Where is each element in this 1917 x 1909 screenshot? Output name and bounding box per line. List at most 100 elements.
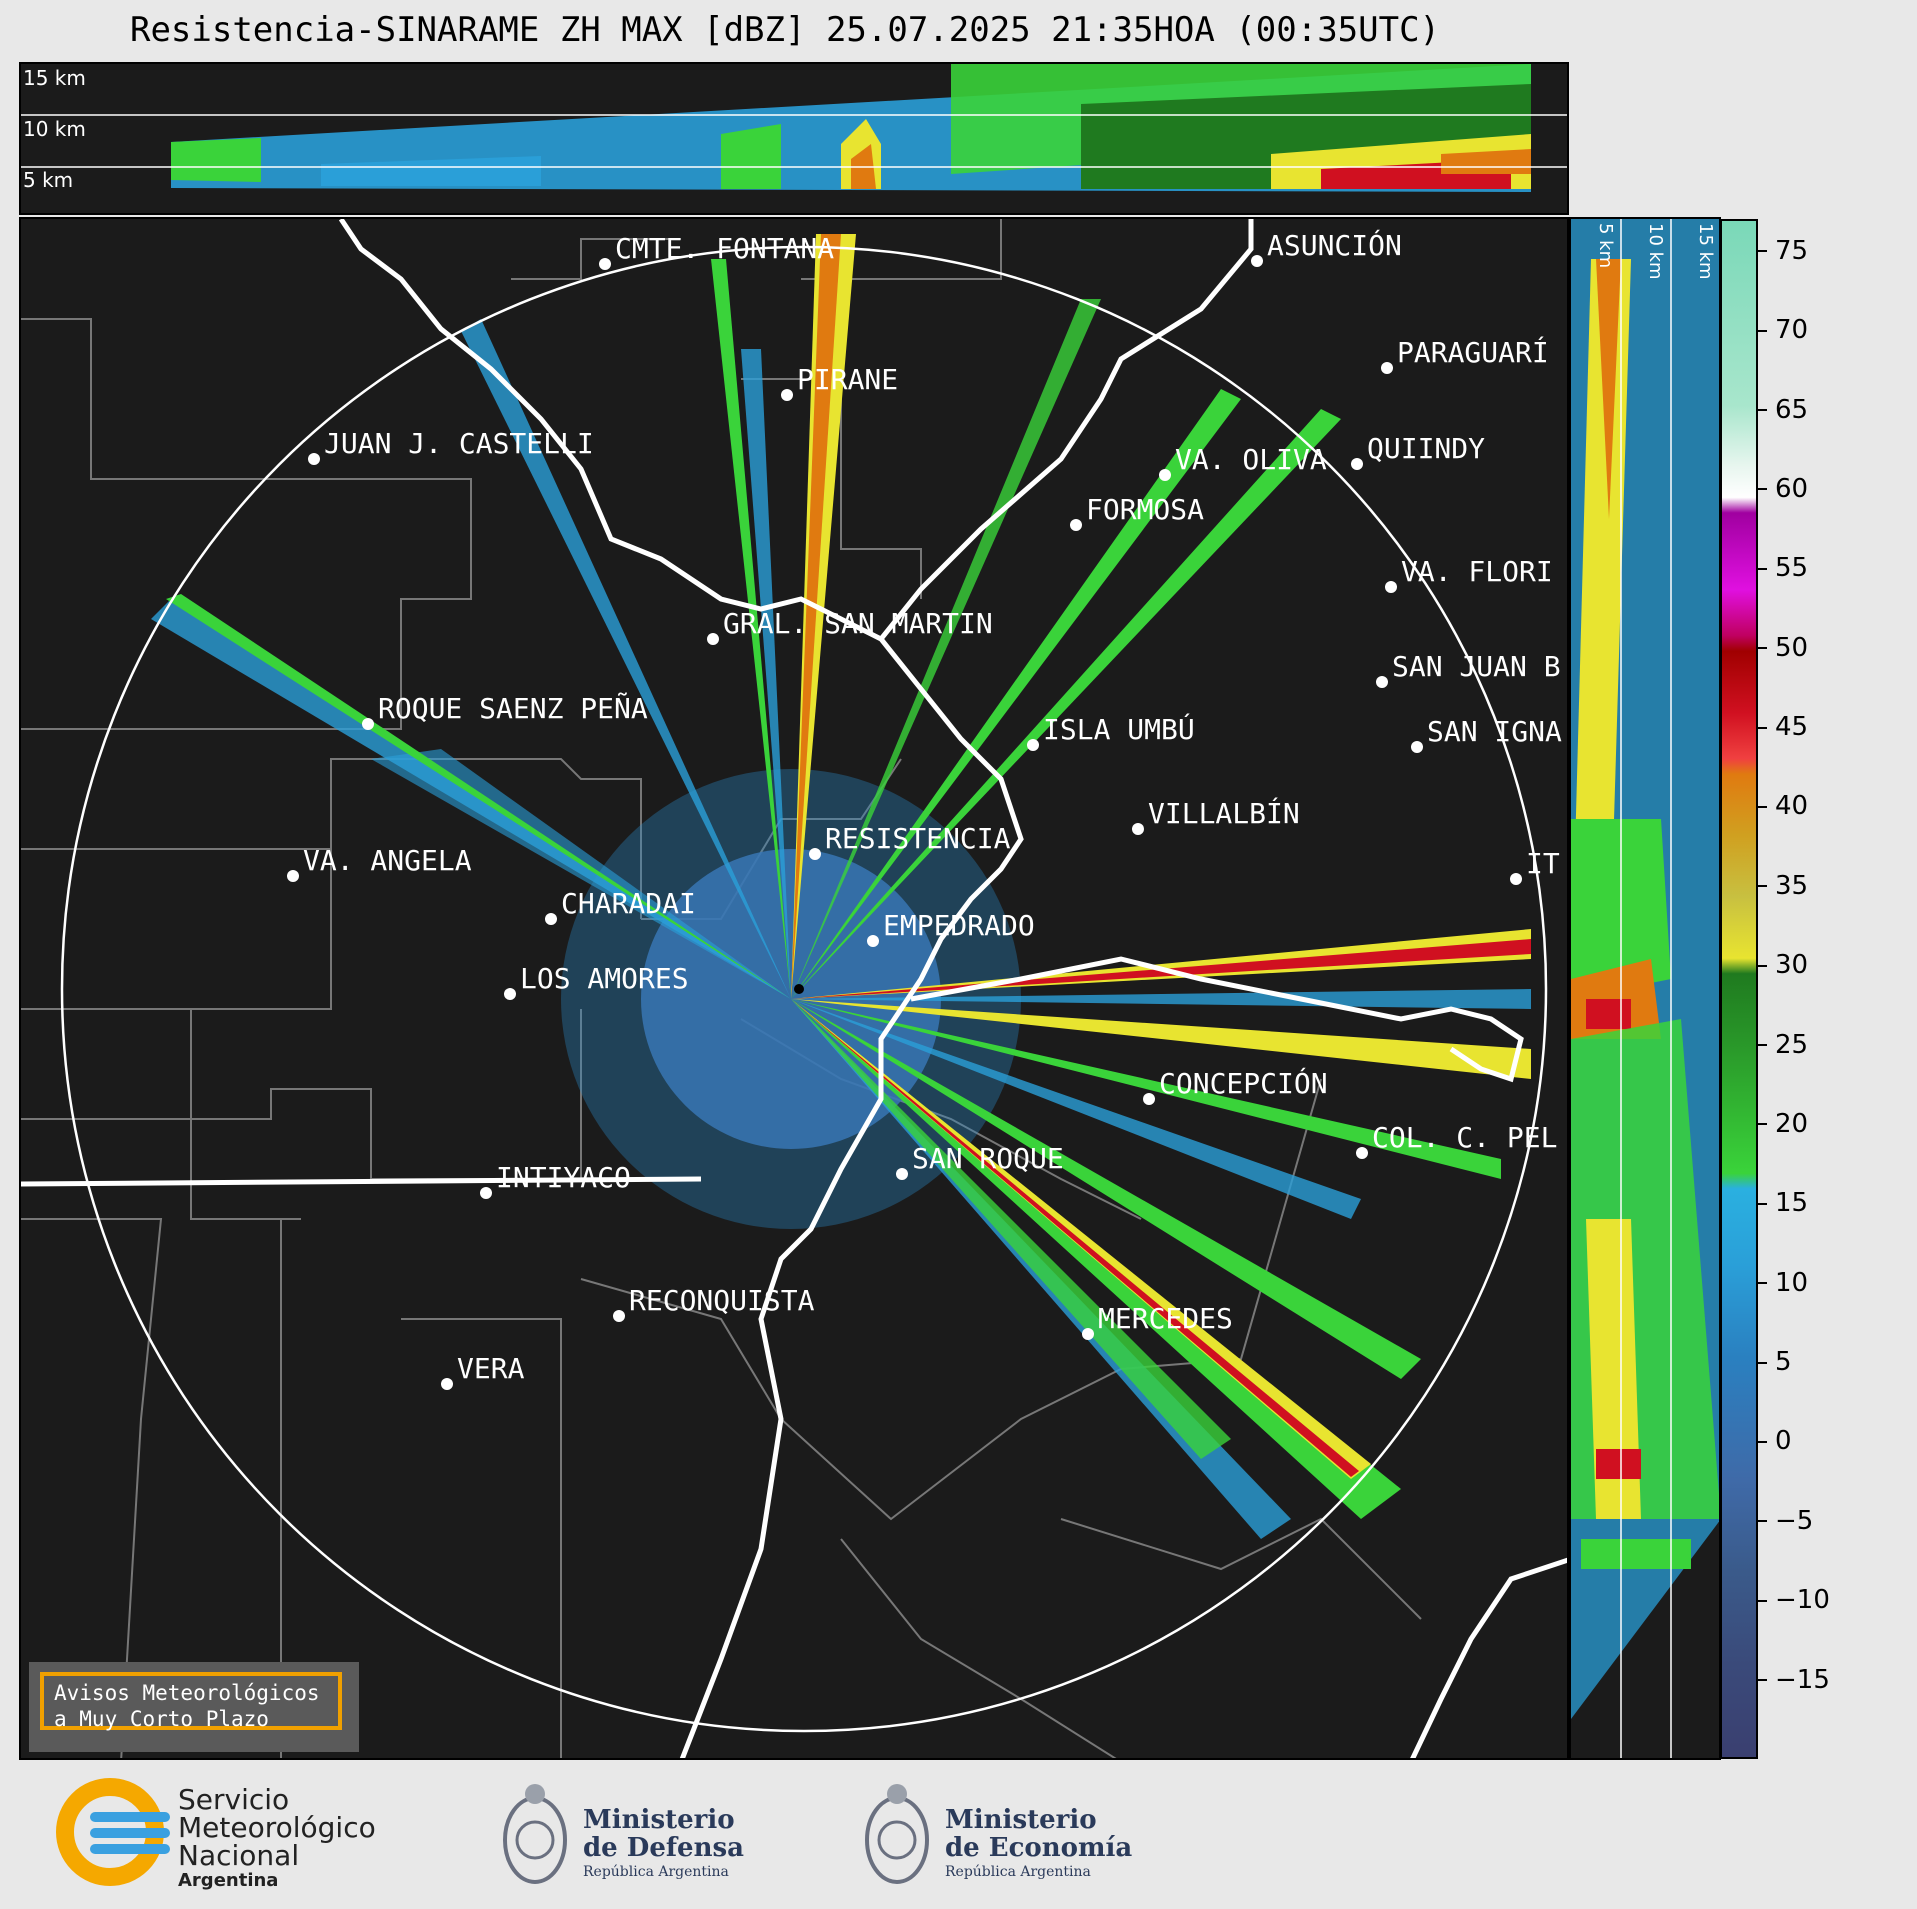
place-label: ASUNCIÓN — [1267, 229, 1402, 262]
defensa-line-2: de Defensa — [583, 1833, 744, 1863]
colorbar-tick: 50 — [1758, 633, 1808, 663]
place-label: LOS AMORES — [520, 962, 689, 995]
aviso-line-1: Avisos Meteorológicos — [54, 1681, 320, 1705]
place-label: MERCEDES — [1098, 1302, 1233, 1335]
place-marker — [1159, 469, 1171, 481]
place-label: FORMOSA — [1086, 493, 1205, 526]
place-label: RECONQUISTA — [629, 1284, 815, 1317]
place-label: PIRANE — [797, 363, 899, 396]
place-label: CMTE. FONTANA — [615, 232, 835, 265]
place-label: ISLA UMBÚ — [1043, 713, 1195, 746]
height-label-5km: 5 km — [23, 168, 74, 192]
colorbar-tick: 65 — [1758, 395, 1808, 425]
range-ring — [60, 245, 1548, 1733]
place-marker — [1132, 823, 1144, 835]
place-marker — [1376, 676, 1388, 688]
place-marker — [1351, 458, 1363, 470]
place-marker — [362, 718, 374, 730]
colorbar-tick: 75 — [1758, 236, 1808, 266]
economia-logo-text: Ministerio de Economía República Argenti… — [945, 1806, 1132, 1882]
place-marker — [1143, 1093, 1155, 1105]
smn-line-3: Nacional — [178, 1839, 300, 1872]
height-label-15km: 15 km — [23, 66, 86, 90]
place-label: RESISTENCIA — [825, 822, 1011, 855]
place-marker — [480, 1187, 492, 1199]
place-marker — [707, 633, 719, 645]
side-height-label-10km: 10 km — [1645, 223, 1666, 280]
colorbar-tick: 10 — [1758, 1268, 1808, 1298]
place-label: SAN JUAN B — [1392, 650, 1561, 683]
dbz-colorbar — [1720, 219, 1758, 1759]
colorbar-tick: 20 — [1758, 1109, 1808, 1139]
place-label: SAN ROQUE — [912, 1142, 1064, 1175]
place-label: VA. FLORI — [1401, 555, 1553, 588]
place-marker — [896, 1168, 908, 1180]
place-marker — [1385, 581, 1397, 593]
place-label: VERA — [457, 1352, 525, 1385]
defensa-logo-text: Ministerio de Defensa República Argentin… — [583, 1806, 744, 1882]
place-label: ROQUE SAENZ PEÑA — [378, 692, 648, 725]
side-cross-section-panel: 5 km 10 km 15 km — [1569, 217, 1721, 1760]
place-label: JUAN J. CASTELLI — [324, 427, 594, 460]
place-marker — [613, 1310, 625, 1322]
place-marker — [1411, 741, 1423, 753]
place-marker — [867, 935, 879, 947]
radar-echoes — [151, 234, 1531, 1539]
place-label: EMPEDRADO — [883, 909, 1035, 942]
aviso-badge: Avisos Meteorológicos a Muy Corto Plazo — [29, 1662, 359, 1752]
smn-line-2: Meteorológico — [178, 1811, 376, 1844]
colorbar-tick: −10 — [1758, 1585, 1830, 1615]
colorbar-tick: 70 — [1758, 315, 1808, 345]
place-marker — [599, 258, 611, 270]
place-marker — [287, 870, 299, 882]
place-marker — [1251, 255, 1263, 267]
place-label: CONCEPCIÓN — [1159, 1067, 1328, 1100]
place-label: CHARADAI — [561, 887, 696, 920]
place-marker — [308, 453, 320, 465]
place-label: IT — [1526, 847, 1560, 880]
footer-logos: Servicio Meteorológico Nacional Argentin… — [0, 1762, 1917, 1909]
top-cross-section-panel: 15 km 10 km 5 km — [19, 62, 1569, 215]
place-label: INTIYACO — [496, 1161, 631, 1194]
place-marker — [545, 913, 557, 925]
aviso-line-2: a Muy Corto Plazo — [54, 1707, 269, 1731]
place-label: VA. OLIVA — [1175, 443, 1327, 476]
economia-line-2: de Economía — [945, 1833, 1133, 1863]
colorbar-tick: 60 — [1758, 474, 1808, 504]
map-title: Resistencia-SINARAME ZH MAX [dBZ] 25.07.… — [129, 10, 1441, 50]
economia-line-3: República Argentina — [945, 1864, 1091, 1880]
place-marker — [1356, 1147, 1368, 1159]
defensa-seal-icon — [503, 1784, 567, 1884]
place-marker — [1070, 519, 1082, 531]
place-label: COL. C. PEL — [1372, 1121, 1558, 1154]
place-label: VILLALBÍN — [1148, 797, 1300, 830]
colorbar-tick: 15 — [1758, 1188, 1808, 1218]
defensa-line-1: Ministerio — [583, 1805, 735, 1835]
place-label: VA. ANGELA — [303, 844, 472, 877]
radar-map-panel[interactable]: CMTE. FONTANA ASUNCIÓN PARAGUARÍ PIRANE JUAN… — [19, 217, 1569, 1760]
place-marker — [1510, 873, 1522, 885]
colorbar-tick: 55 — [1758, 553, 1808, 583]
colorbar-tick: 5 — [1758, 1347, 1792, 1377]
colorbar-tick: −15 — [1758, 1665, 1830, 1695]
smn-logo-icon — [56, 1778, 170, 1886]
height-label-10km: 10 km — [23, 117, 86, 141]
economia-line-1: Ministerio — [945, 1805, 1097, 1835]
defensa-line-3: República Argentina — [583, 1864, 729, 1880]
colorbar-tick: 35 — [1758, 871, 1808, 901]
place-label: PARAGUARÍ — [1397, 336, 1549, 369]
side-height-label-15km: 15 km — [1695, 223, 1716, 280]
place-marker — [1381, 362, 1393, 374]
place-marker — [504, 988, 516, 1000]
smn-line-4: Argentina — [178, 1870, 279, 1891]
rivers-and-borders — [21, 219, 1567, 1758]
place-marker — [781, 389, 793, 401]
colorbar-tick-labels: 75 70 65 60 55 50 45 40 35 30 25 20 15 10 5 0 −5 −10 −15 — [1758, 219, 1878, 1759]
place-label: GRAL. SAN MARTIN — [723, 607, 993, 640]
place-marker — [1027, 739, 1039, 751]
colorbar-tick: −5 — [1758, 1506, 1813, 1536]
colorbar-tick: 30 — [1758, 950, 1808, 980]
place-label: SAN IGNA — [1427, 715, 1562, 748]
radar-center-marker — [794, 984, 804, 994]
place-marker — [809, 848, 821, 860]
